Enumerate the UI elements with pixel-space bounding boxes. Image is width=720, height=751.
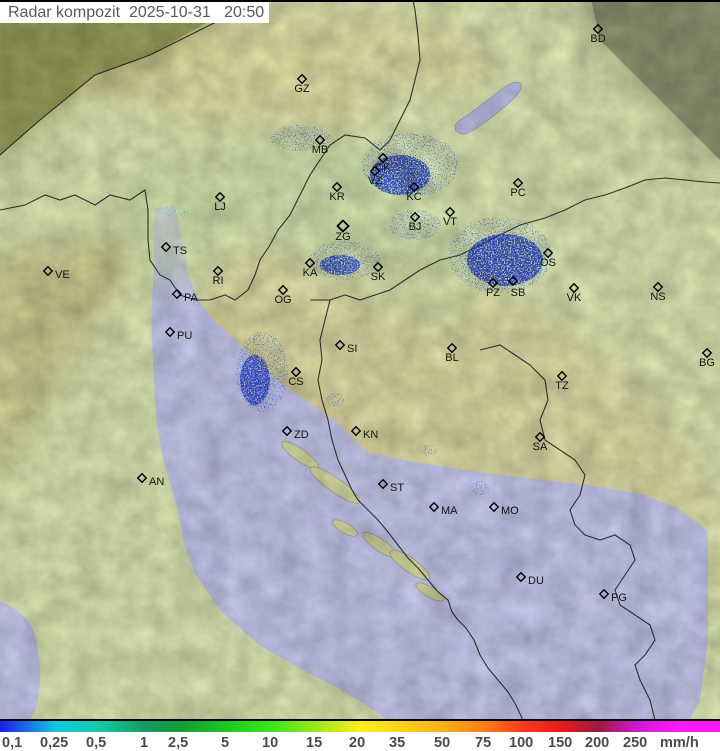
svg-text:2,5: 2,5 (168, 735, 188, 751)
svg-text:15: 15 (306, 735, 322, 751)
svg-text:mm/h: mm/h (660, 735, 699, 751)
svg-text:0,5: 0,5 (86, 735, 106, 751)
svg-text:5: 5 (221, 735, 229, 751)
svg-text:50: 50 (434, 735, 450, 751)
svg-text:100: 100 (509, 735, 533, 751)
svg-text:0,1: 0,1 (2, 735, 22, 751)
svg-text:1: 1 (140, 735, 148, 751)
svg-text:250: 250 (623, 735, 647, 751)
svg-text:75: 75 (475, 735, 491, 751)
svg-text:35: 35 (389, 735, 405, 751)
svg-text:10: 10 (262, 735, 278, 751)
svg-text:Radar kompozit 2025-10-31 2: Radar kompozit 2025-10-31 20:50 (8, 4, 264, 21)
svg-text:200: 200 (585, 735, 609, 751)
svg-text:0,25: 0,25 (40, 735, 68, 751)
svg-text:150: 150 (548, 735, 572, 751)
svg-text:20: 20 (349, 735, 365, 751)
